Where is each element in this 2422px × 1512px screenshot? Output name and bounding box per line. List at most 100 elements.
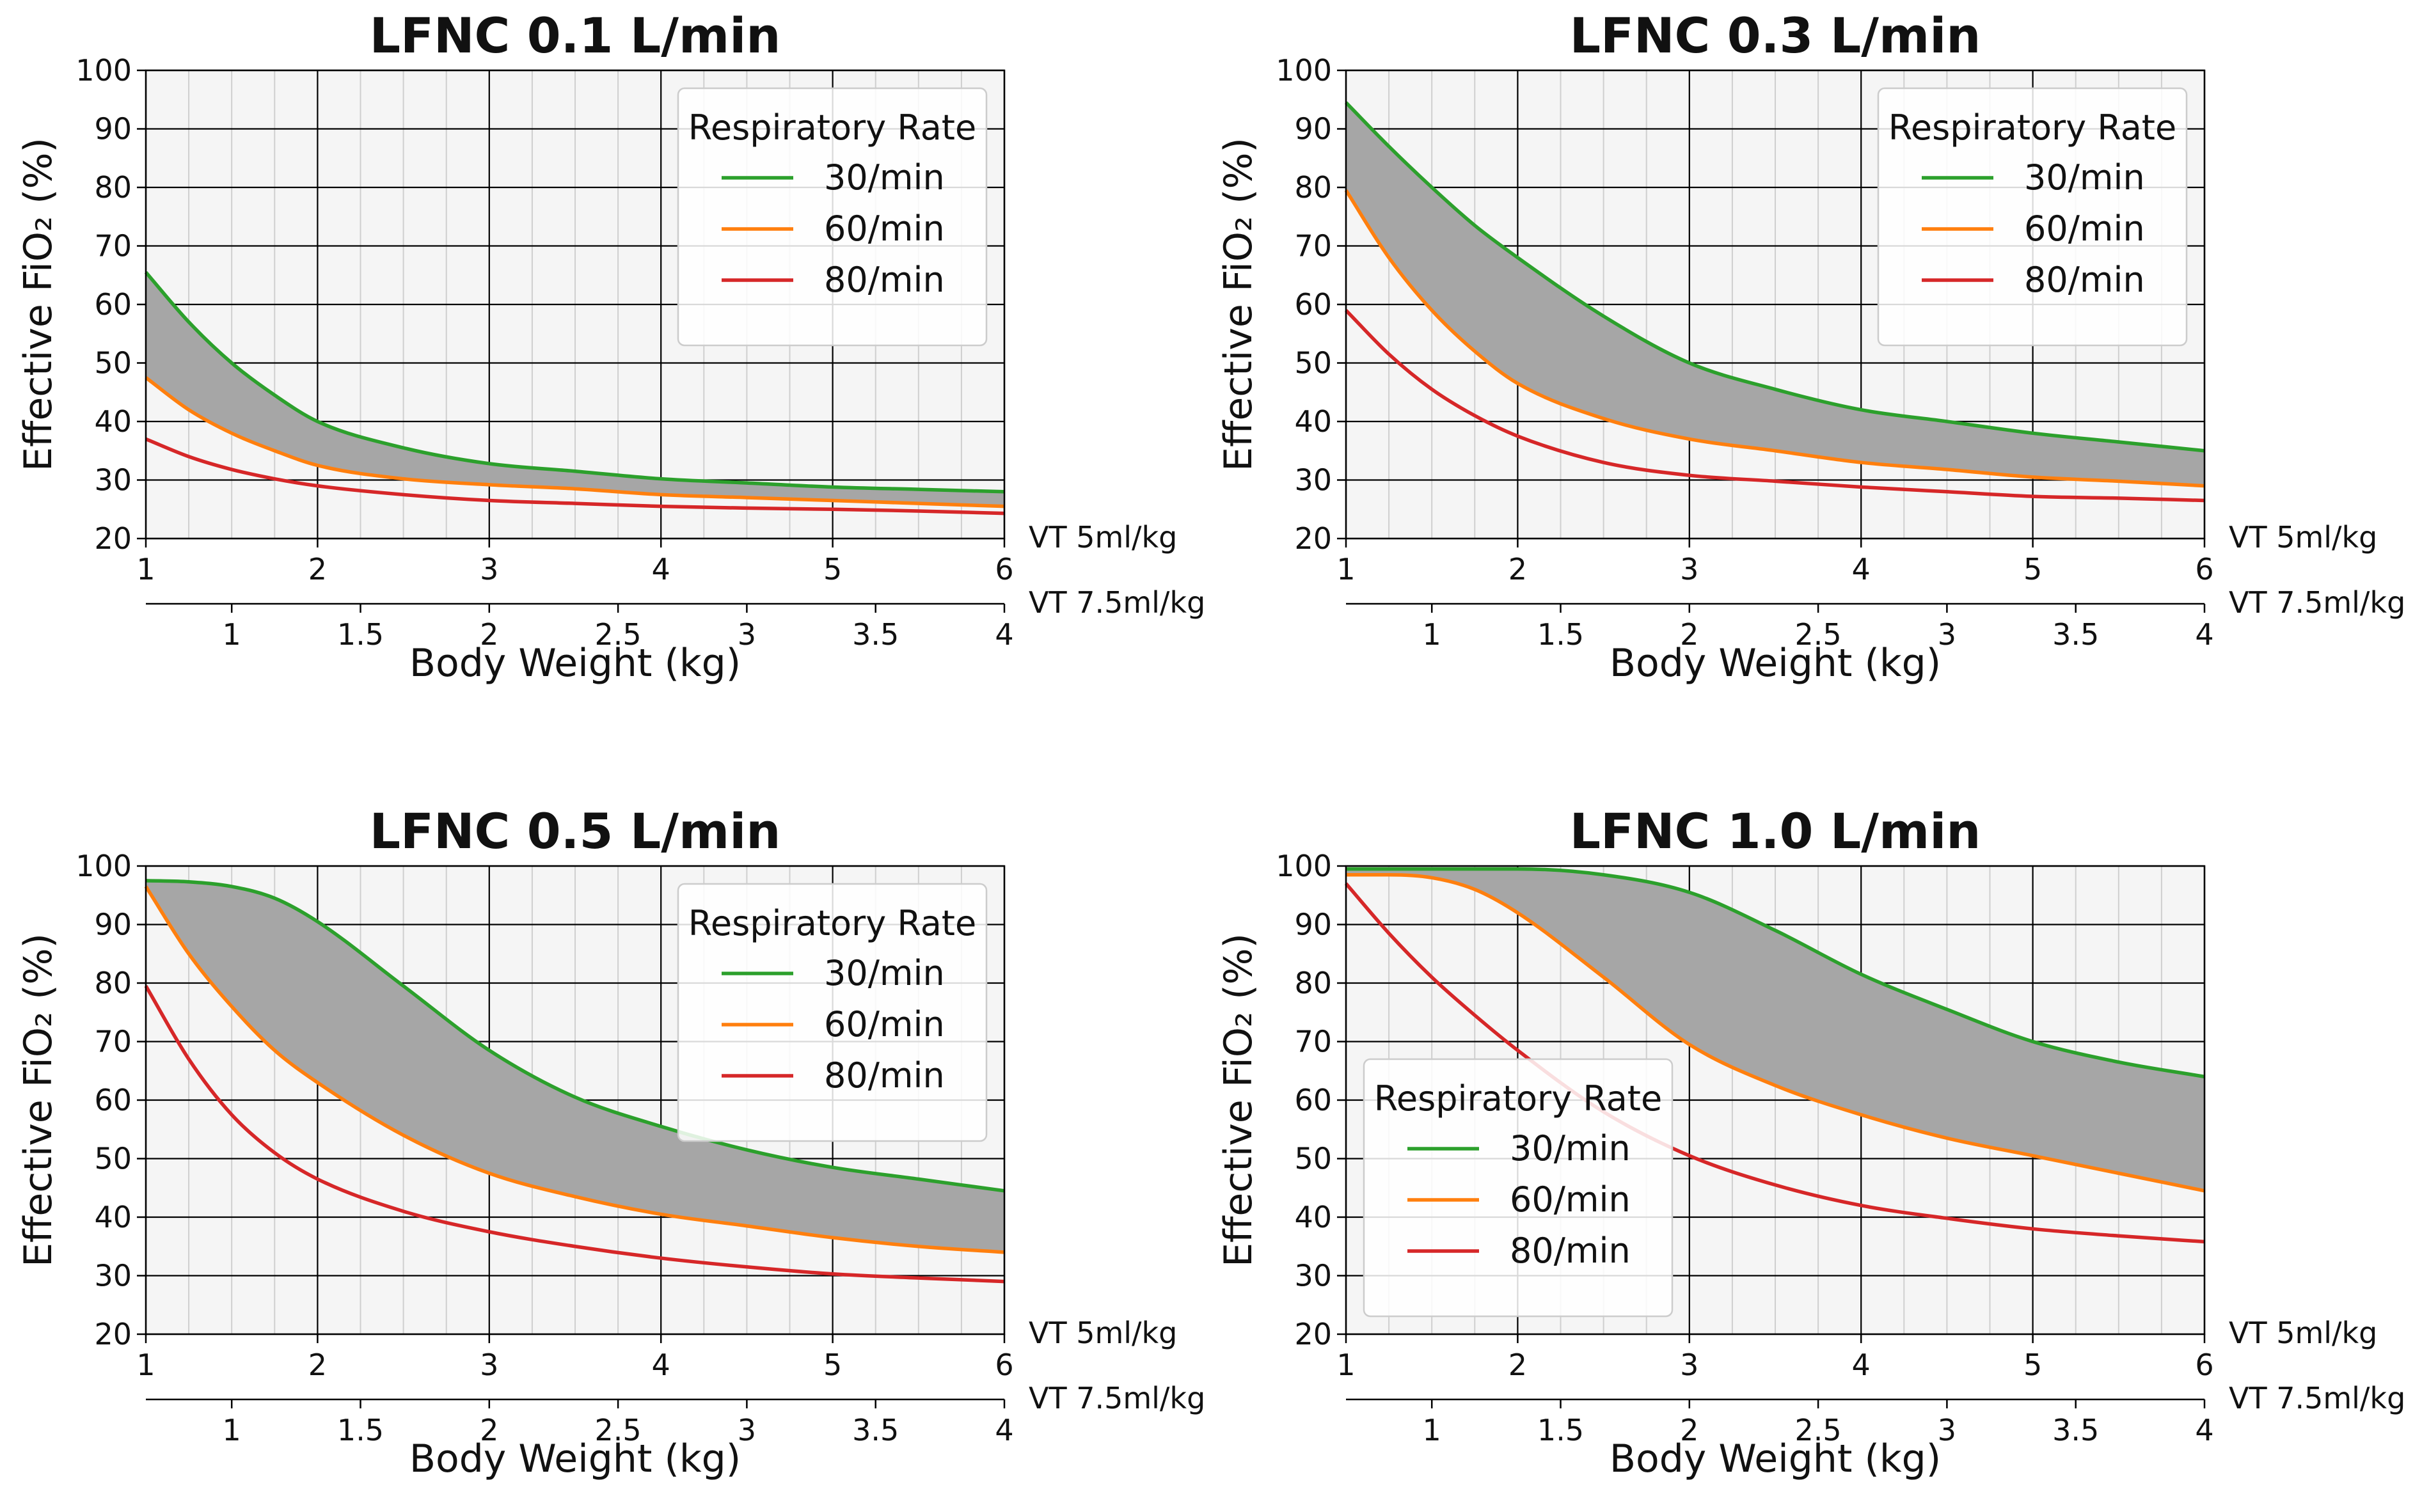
legend-label: 30/min — [2024, 157, 2145, 198]
primary-x-axis-label: VT 5ml/kg — [2229, 1316, 2377, 1350]
secondary-x-tick-label: 1 — [1423, 617, 1441, 652]
series-line-60-per-min — [1344, 189, 2205, 488]
legend-label: 80/min — [824, 1055, 945, 1096]
secondary-x-tick-label: 3.5 — [852, 617, 899, 652]
legend: Respiratory Rate 30/min 60/min 80/min — [677, 883, 988, 1142]
y-tick-label: 30 — [94, 1259, 132, 1293]
y-tick-label: 50 — [1294, 346, 1332, 381]
y-tick-label: 60 — [1294, 287, 1332, 322]
y-axis-title: Effective FiO₂ (%) — [1216, 138, 1261, 471]
secondary-x-tick-label: 4 — [2195, 617, 2213, 652]
y-tick-label: 70 — [1294, 1025, 1332, 1059]
y-tick-label: 70 — [94, 229, 132, 264]
series-line-30-per-min — [1345, 101, 2205, 453]
secondary-x-tick-label: 3.5 — [2052, 1413, 2099, 1447]
secondary-x-axis-label: VT 7.5ml/kg — [2229, 585, 2405, 620]
y-tick-label: 100 — [75, 849, 132, 883]
secondary-x-axis-label: VT 7.5ml/kg — [2229, 1381, 2405, 1415]
legend-title: Respiratory Rate — [1888, 107, 2176, 148]
legend: Respiratory Rate 30/min 60/min 80/min — [1363, 1058, 1674, 1318]
series-line-60-per-min — [144, 885, 1005, 1254]
shaded-area-30-60 — [146, 272, 1004, 507]
y-tick-label: 60 — [1294, 1083, 1332, 1117]
x-tick-label: 1 — [136, 1348, 155, 1382]
secondary-x-tick-label: 1 — [223, 1413, 241, 1447]
x-tick-label: 3 — [1680, 552, 1698, 587]
legend-label: 60/min — [824, 209, 945, 249]
x-tick-label: 5 — [823, 552, 842, 587]
shaded-area-30-60 — [1346, 102, 2204, 486]
primary-x-axis-label: VT 5ml/kg — [1029, 520, 1177, 555]
series-line-80-per-min — [144, 985, 1005, 1284]
y-tick-label: 20 — [94, 521, 132, 556]
legend: Respiratory Rate 30/min 60/min 80/min — [677, 87, 988, 347]
legend-label: 30/min — [824, 953, 945, 993]
legend-label: 80/min — [824, 260, 945, 300]
secondary-x-tick-label: 2 — [1680, 1413, 1698, 1447]
y-tick-label: 90 — [1294, 112, 1332, 146]
y-tick-label: 40 — [94, 1200, 132, 1234]
secondary-x-tick-label: 3 — [738, 617, 756, 652]
legend: Respiratory Rate 30/min 60/min 80/min — [1877, 87, 2188, 347]
chart-panel-1: 20 30 40 50 60 70 80 90 100 1 2 3 4 5 6 VT 5ml/kg 1 1.5 2 2… — [16, 7, 1205, 686]
legend-label: 60/min — [824, 1004, 945, 1044]
x-tick-label: 2 — [308, 1348, 327, 1382]
y-tick-label: 20 — [1294, 1317, 1332, 1351]
y-tick-label: 20 — [1294, 521, 1332, 556]
y-tick-label: 40 — [1294, 1200, 1332, 1234]
secondary-x-tick-label: 2.5 — [595, 617, 642, 652]
y-tick-label: 50 — [94, 1142, 132, 1176]
x-tick-label: 5 — [2023, 552, 2042, 587]
primary-x-axis-label: VT 5ml/kg — [2229, 520, 2377, 555]
series-line-30-per-min — [144, 271, 1005, 494]
chart-title: LFNC 0.1 L/min — [370, 7, 781, 64]
x-tick-label: 4 — [652, 1348, 670, 1382]
secondary-x-tick-label: 1 — [223, 617, 241, 652]
secondary-x-tick-label: 2 — [1680, 617, 1698, 652]
y-tick-label: 50 — [1294, 1142, 1332, 1176]
y-tick-label: 40 — [94, 404, 132, 439]
secondary-x-axis-label: VT 7.5ml/kg — [1029, 585, 1205, 620]
secondary-x-tick-label: 3 — [738, 1413, 756, 1447]
y-tick-label: 70 — [1294, 229, 1332, 264]
secondary-x-tick-label: 2.5 — [1795, 617, 1842, 652]
y-tick-label: 90 — [94, 908, 132, 942]
y-tick-label: 90 — [1294, 908, 1332, 942]
x-tick-label: 1 — [1336, 1348, 1355, 1382]
secondary-x-tick-label: 1.5 — [337, 1413, 384, 1447]
series-line-60-per-min — [1346, 872, 2205, 1193]
legend-label: 80/min — [2024, 260, 2145, 300]
secondary-x-tick-label: 2.5 — [1795, 1413, 1842, 1447]
legend-label: 60/min — [1510, 1179, 1631, 1220]
legend-label: 30/min — [824, 157, 945, 198]
y-axis-title: Effective FiO₂ (%) — [16, 933, 61, 1267]
secondary-x-tick-label: 4 — [995, 1413, 1013, 1447]
x-tick-label: 6 — [2195, 552, 2213, 587]
y-tick-label: 80 — [1294, 966, 1332, 1000]
y-tick-label: 70 — [94, 1025, 132, 1059]
y-tick-label: 20 — [94, 1317, 132, 1351]
y-axis-title: Effective FiO₂ (%) — [16, 138, 61, 471]
x-tick-label: 6 — [995, 1348, 1013, 1382]
y-tick-label: 50 — [94, 346, 132, 381]
legend-title: Respiratory Rate — [688, 107, 976, 148]
y-tick-label: 100 — [75, 53, 132, 88]
legend-label: 60/min — [2024, 209, 2145, 249]
shaded-area-30-60 — [1346, 869, 2204, 1191]
secondary-x-axis-label: VT 7.5ml/kg — [1029, 1381, 1205, 1415]
y-tick-label: 60 — [94, 287, 132, 322]
x-tick-label: 6 — [2195, 1348, 2213, 1382]
secondary-x-tick-label: 3 — [1938, 1413, 1956, 1447]
chart-panel-3: 20 30 40 50 60 70 80 90 100 1 2 3 4 5 6 VT 5ml/kg 1 1.5 2 2… — [16, 803, 1205, 1481]
legend-title: Respiratory Rate — [1374, 1078, 1662, 1119]
x-tick-label: 2 — [308, 552, 327, 587]
x-tick-label: 3 — [480, 552, 498, 587]
x-tick-label: 4 — [1852, 552, 1871, 587]
chart-title: LFNC 0.5 L/min — [370, 803, 781, 860]
y-tick-label: 60 — [94, 1083, 132, 1117]
chart-title: LFNC 1.0 L/min — [1570, 803, 1981, 860]
y-tick-label: 90 — [94, 112, 132, 146]
legend-label: 80/min — [1510, 1231, 1631, 1271]
y-tick-label: 100 — [1276, 53, 1332, 88]
x-tick-label: 6 — [995, 552, 1013, 587]
